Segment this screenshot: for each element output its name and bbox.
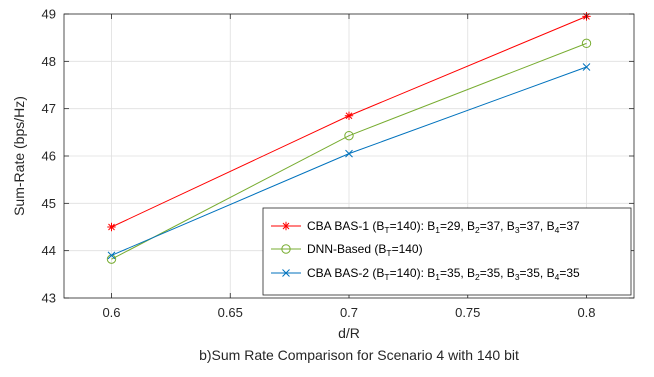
circle-marker — [281, 244, 291, 254]
x-marker — [282, 269, 290, 277]
y-tick-label: 47 — [42, 101, 56, 116]
asterisk-marker — [107, 222, 116, 232]
x-axis-label: d/R — [338, 325, 360, 341]
x-tick-label: 0.65 — [218, 305, 243, 320]
chart-caption: b)Sum Rate Comparison for Scenario 4 wit… — [199, 347, 519, 363]
legend-entry: CBA BAS-1 (BT=140): B1=29, B2=37, B3=37,… — [271, 219, 580, 235]
legend-label: CBA BAS-2 (BT=140): B1=35, B2=35, B3=35,… — [307, 266, 580, 282]
y-tick-label: 43 — [42, 291, 56, 306]
legend-entry: CBA BAS-2 (BT=140): B1=35, B2=35, B3=35,… — [271, 266, 580, 282]
legend-label: DNN-Based (BT=140) — [307, 242, 423, 258]
x-tick-label: 0.7 — [340, 305, 358, 320]
x-tick-label: 0.6 — [102, 305, 120, 320]
asterisk-marker — [344, 111, 354, 120]
y-axis-label: Sum-Rate (bps/Hz) — [11, 96, 27, 216]
legend: CBA BAS-1 (BT=140): B1=29, B2=37, B3=37,… — [262, 207, 632, 296]
circle-marker — [581, 38, 592, 49]
y-tick-label: 45 — [42, 196, 56, 211]
series-3 — [107, 63, 591, 260]
ticks: 0.6 0.65 0.7 0.75 0.8 43 44 45 46 47 48 49 — [42, 7, 634, 320]
x-marker — [582, 63, 591, 71]
y-tick-label: 46 — [42, 149, 56, 164]
x-tick-label: 0.75 — [455, 305, 480, 320]
asterisk-marker — [281, 221, 291, 231]
x-marker — [107, 251, 116, 260]
y-tick-label: 49 — [42, 7, 56, 22]
legend-box — [262, 207, 632, 296]
x-marker — [345, 149, 353, 158]
legend-label: CBA BAS-1 (BT=140): B1=29, B2=37, B3=37,… — [307, 219, 580, 235]
y-tick-label: 44 — [42, 243, 56, 258]
circle-marker — [344, 130, 354, 141]
series-line — [111, 42, 587, 260]
x-tick-label: 0.8 — [577, 305, 595, 320]
legend-entry: DNN-Based (BT=140) — [271, 242, 423, 258]
y-tick-label: 48 — [42, 54, 56, 69]
